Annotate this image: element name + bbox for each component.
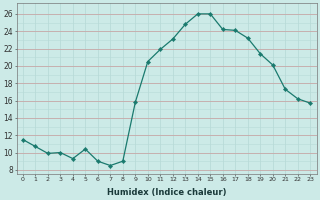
- X-axis label: Humidex (Indice chaleur): Humidex (Indice chaleur): [107, 188, 226, 197]
